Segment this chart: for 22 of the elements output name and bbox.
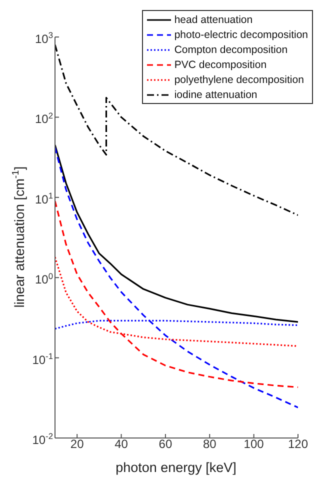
legend-label: polyethylene decomposition xyxy=(174,74,304,86)
y-tick-label: 10$^{-2}$ xyxy=(32,431,54,447)
x-tick-label: 60 xyxy=(158,437,172,451)
line-series xyxy=(55,200,298,388)
x-tick-label: 100 xyxy=(244,437,264,451)
y-tick-label: 10$^{0}$ xyxy=(34,270,54,287)
legend-label: head attenuation xyxy=(174,14,253,26)
x-axis-title: photon energy [keV] xyxy=(116,460,236,475)
x-tick-label: 120 xyxy=(288,437,308,451)
x-tick-label: 80 xyxy=(202,437,217,451)
y-tick-label: 10$^{2}$ xyxy=(34,110,54,126)
y-tick-label: 10$^{1}$ xyxy=(34,190,54,206)
y-tick-label: 10$^{-1}$ xyxy=(32,351,54,367)
legend-label: iodine attenuation xyxy=(174,88,258,100)
x-tick-label: 20 xyxy=(70,437,84,451)
y-tick-label: 10$^{3}$ xyxy=(34,30,54,46)
legend-label: photo-electric decomposition xyxy=(174,28,308,40)
line-series xyxy=(55,144,298,323)
legend-label: Compton decomposition xyxy=(174,44,288,56)
legend-label: PVC decomposition xyxy=(174,58,267,70)
x-tick-label: 40 xyxy=(114,437,128,451)
line-series xyxy=(55,146,298,408)
